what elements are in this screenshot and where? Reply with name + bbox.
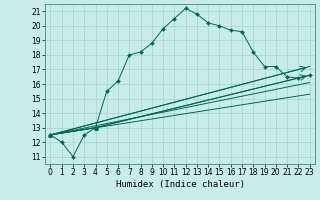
X-axis label: Humidex (Indice chaleur): Humidex (Indice chaleur): [116, 180, 244, 189]
